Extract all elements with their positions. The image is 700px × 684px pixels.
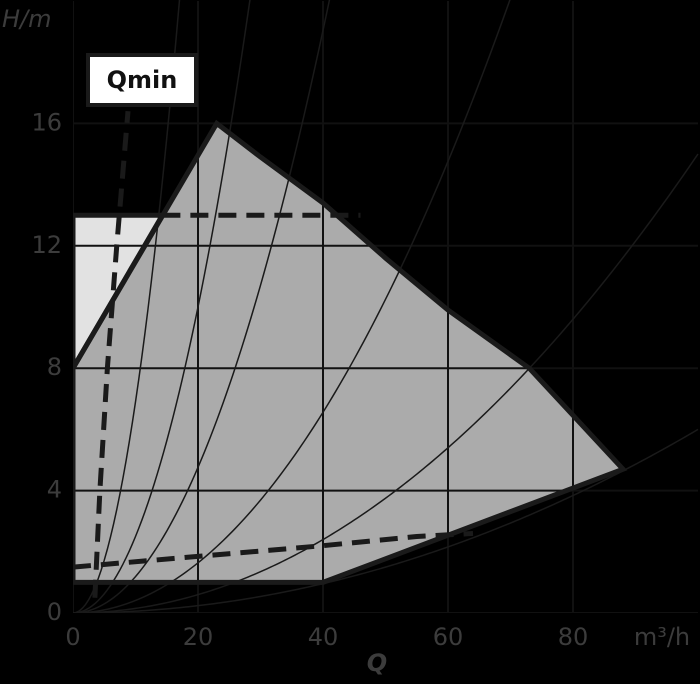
system-curve — [73, 0, 331, 613]
annotation-box — [86, 53, 198, 107]
plot-area — [73, 0, 699, 613]
y-tick-label: 0 — [47, 598, 62, 626]
x-tick-label: 60 — [433, 623, 464, 651]
system-curve — [73, 0, 251, 613]
y-tick-label: 16 — [31, 108, 62, 136]
dashed-line — [92, 110, 131, 598]
system-curve — [73, 0, 181, 613]
y-tick-label: 12 — [31, 231, 62, 259]
x-axis-unit: m³/h — [634, 623, 690, 651]
x-tick-label: 0 — [65, 623, 80, 651]
y-axis-label: H/m — [2, 5, 52, 33]
x-tick-label: 20 — [183, 623, 214, 651]
x-tick-label: 80 — [558, 623, 589, 651]
y-tick-label: 8 — [47, 353, 62, 381]
system-curve — [73, 428, 699, 613]
area — [73, 123, 623, 583]
area-outline — [73, 119, 628, 585]
annotation: Qmin — [107, 66, 178, 94]
system-curve — [73, 0, 511, 613]
x-axis-label: Q — [367, 649, 387, 677]
x-tick-label: 40 — [308, 623, 339, 651]
system-curve — [73, 153, 699, 613]
y-tick-label: 4 — [47, 476, 62, 504]
